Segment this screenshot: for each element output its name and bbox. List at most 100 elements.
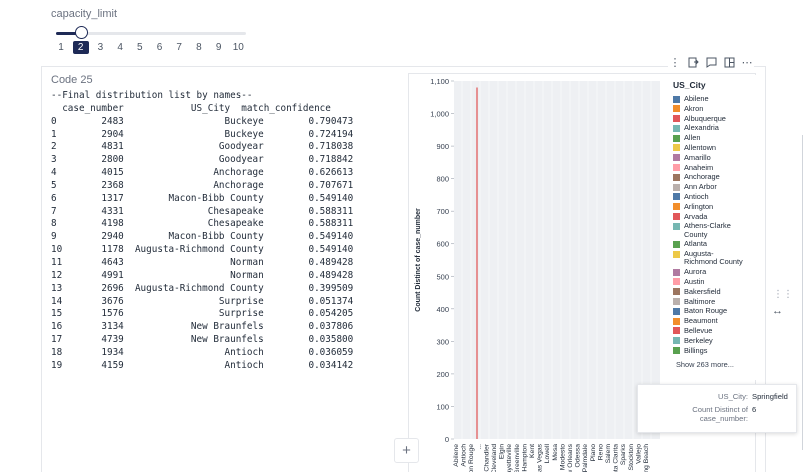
more-icon[interactable]: ⋯ — [741, 56, 753, 69]
y-tick-label: 500 — [436, 272, 449, 281]
x-tick-label: Reno — [597, 444, 604, 460]
legend-swatch — [673, 193, 680, 201]
legend-item[interactable]: Alexandria — [668, 124, 756, 132]
legend-item[interactable]: Albuquerque — [668, 114, 756, 123]
legend-label: Bellevue — [684, 325, 713, 335]
legend-label: Arvada — [684, 211, 708, 221]
legend-item[interactable]: Augusta-Richmond County — [668, 249, 756, 266]
x-tick-label: Antioch — [461, 444, 468, 467]
legend-item[interactable]: Austin — [668, 276, 756, 286]
chart-tooltip: US_City: Springfield Count Distinct of 6… — [637, 384, 797, 433]
slider-tick[interactable]: 9 — [215, 42, 222, 53]
legend-item[interactable]: Allentown — [668, 142, 756, 152]
legend-item[interactable]: Amarillo — [668, 153, 756, 162]
legend-swatch — [673, 268, 680, 276]
slider-tick[interactable]: 3 — [97, 42, 104, 53]
drag-dots-icon[interactable]: ⋮ — [669, 56, 681, 69]
chart-legend: US_City Abilene Akron Albuquerque Alexandri… — [668, 75, 756, 380]
legend-item[interactable]: Aurora — [668, 267, 756, 276]
legend-item[interactable]: Athens-Clarke County — [668, 222, 756, 238]
legend-swatch — [673, 144, 680, 152]
code-cell-card — [41, 66, 766, 472]
legend-swatch — [673, 222, 680, 230]
slider-tick[interactable]: 5 — [137, 42, 143, 53]
legend-swatch — [673, 327, 680, 335]
legend-item[interactable]: Berkeley — [668, 336, 756, 345]
slider-tick[interactable]: 1 — [58, 42, 64, 53]
legend-swatch — [673, 278, 680, 286]
legend-swatch — [673, 115, 680, 123]
comment-icon[interactable] — [704, 55, 718, 69]
legend-swatch — [673, 317, 680, 325]
y-tick-label: 400 — [436, 305, 449, 314]
tooltip-count-key-2: case_number: — [699, 414, 748, 423]
x-tick-label: Abilene — [453, 444, 460, 467]
legend-label: Austin — [684, 276, 705, 286]
x-tick-label: Long Beach — [643, 444, 650, 472]
legend-swatch — [673, 173, 680, 181]
y-tick-label: 0 — [445, 435, 449, 444]
legend-label: Abilene — [684, 94, 709, 103]
legend-item[interactable]: Bakersfield — [668, 287, 756, 296]
slider-tick[interactable]: 8 — [196, 42, 202, 53]
x-tick-label: Elgin — [499, 444, 506, 459]
legend-show-more-link[interactable]: Show 263 more... — [676, 360, 734, 370]
legend-item[interactable]: Akron — [668, 104, 756, 113]
slider-ticks: 1 2 3 4 5 6 7 8 9 10 — [52, 41, 252, 55]
legend-item[interactable]: Atlanta — [668, 240, 756, 248]
legend-swatch — [673, 154, 680, 162]
drag-handle-icon[interactable]: ⋮⋮ — [773, 289, 793, 300]
x-tick-label: Santa Clarita — [613, 444, 620, 472]
legend-item[interactable]: Anaheim — [668, 162, 756, 172]
legend-item[interactable]: Bellevue — [668, 325, 756, 335]
layout-icon[interactable] — [722, 55, 736, 69]
slider-tick[interactable]: 10 — [232, 42, 244, 53]
legend-label: Anchorage — [684, 172, 720, 182]
legend-label: Alexandria — [684, 123, 719, 133]
legend-label: Atlanta — [684, 239, 708, 249]
x-tick-label: Baton Rouge — [468, 444, 475, 472]
slider-label: capacity_limit — [51, 8, 118, 20]
legend-item[interactable]: Ann Arbor — [668, 182, 756, 191]
x-tick-label: Cleveland — [491, 444, 498, 472]
legend-item[interactable]: Baton Rouge — [668, 307, 756, 315]
legend-label: Allen — [684, 133, 701, 143]
legend-item[interactable]: Abilene — [668, 94, 756, 103]
legend-label: Beaumont — [684, 316, 718, 326]
resize-arrows-icon[interactable]: ↔ — [772, 305, 783, 317]
legend-item[interactable]: Baltimore — [668, 297, 756, 306]
legend-item[interactable]: Beaumont — [668, 316, 756, 326]
x-tick-label: Kent — [529, 444, 536, 458]
tooltip-city-key: US_City: — [718, 392, 748, 401]
legend-swatch — [673, 124, 680, 132]
legend-item[interactable]: Anchorage — [668, 173, 756, 181]
x-tick-label: ... — [476, 444, 483, 450]
x-tick-label: Palmdale — [582, 444, 589, 472]
legend-item[interactable]: Billings — [668, 346, 756, 355]
legend-item[interactable]: Allen — [668, 133, 756, 143]
slider-tick[interactable]: 4 — [117, 42, 123, 53]
legend-swatch — [673, 213, 680, 221]
legend-swatch — [673, 337, 680, 345]
code-output: --Final distribution list by names-- cas… — [51, 90, 354, 371]
legend-label: Anaheim — [684, 162, 714, 172]
legend-label: Allentown — [684, 142, 717, 152]
slider-fill — [56, 32, 81, 35]
legend-swatch — [673, 298, 680, 306]
y-tick-label: 1,100 — [430, 77, 449, 86]
legend-swatch — [673, 250, 680, 258]
slider-tick[interactable]: 7 — [176, 42, 182, 53]
y-tick-label: 700 — [436, 207, 449, 216]
export-icon[interactable] — [686, 55, 700, 69]
legend-item[interactable]: Antioch — [668, 192, 756, 201]
x-tick-label: Modesto — [559, 444, 566, 470]
legend-item[interactable]: Arvada — [668, 211, 756, 221]
slider-thumb[interactable] — [75, 26, 88, 39]
slider-tick[interactable]: 2 — [72, 41, 89, 54]
scrollbar[interactable] — [802, 135, 803, 450]
legend-item[interactable]: Arlington — [668, 202, 756, 211]
slider-tick[interactable]: 6 — [156, 42, 163, 53]
capacity-slider[interactable] — [56, 26, 246, 39]
add-cell-button[interactable]: + — [394, 438, 419, 463]
